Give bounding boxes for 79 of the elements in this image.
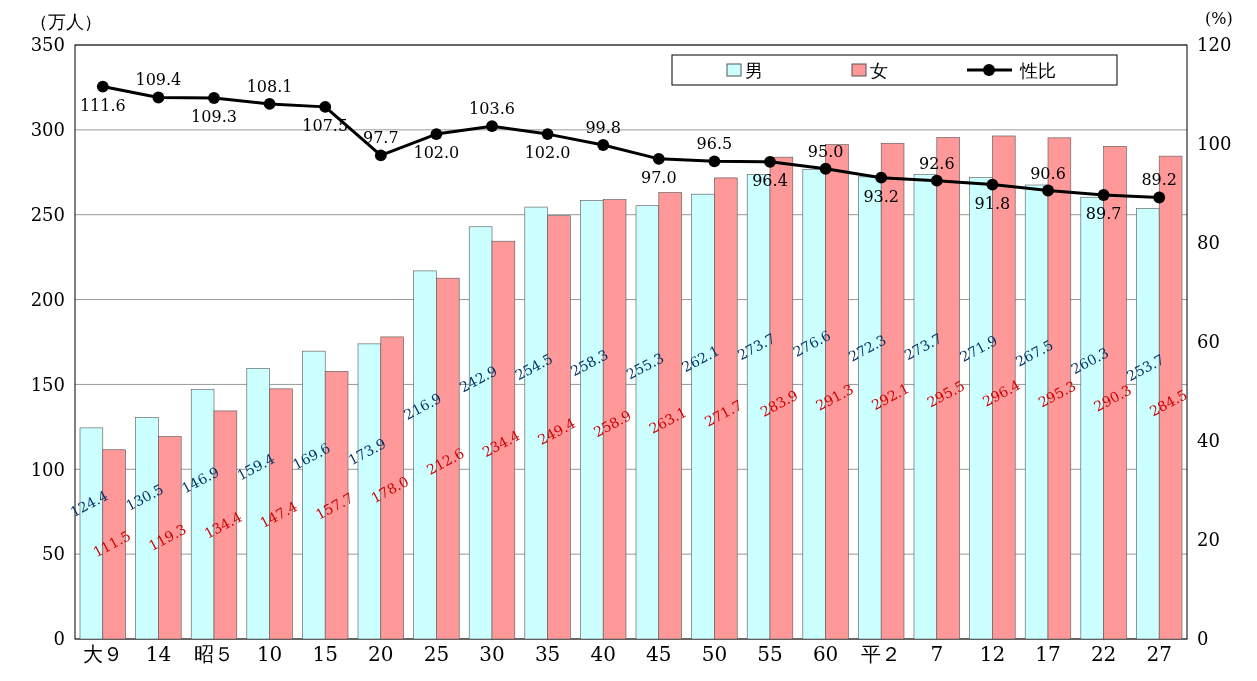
data-label: 91.8	[974, 193, 1011, 213]
x-tick-label: 20	[368, 642, 394, 667]
legend-label: 男	[745, 60, 763, 81]
point	[486, 120, 498, 133]
point	[875, 171, 888, 184]
data-label: 102.0	[413, 143, 460, 163]
x-tick-label: 22	[1090, 642, 1117, 667]
point	[1042, 184, 1054, 197]
point	[819, 162, 832, 175]
legend-label: 女	[870, 60, 888, 81]
y-tick-label: 100	[30, 458, 65, 480]
y2-tick-label: 0	[1197, 628, 1209, 650]
x-tick-label: 30	[479, 642, 505, 667]
data-label: 111.6	[79, 95, 126, 115]
y2-tick-label: 60	[1197, 331, 1220, 353]
y-tick-label: 300	[30, 119, 65, 141]
x-tick-label: 50	[701, 642, 728, 667]
y2-tick-label: 100	[1197, 133, 1232, 155]
point	[374, 149, 387, 162]
x-tick-label: 大９	[82, 642, 123, 667]
x-tick-label: 27	[1146, 642, 1172, 667]
data-label: 103.6	[469, 99, 515, 119]
point	[208, 92, 220, 104]
y-tick-label: 150	[30, 373, 65, 395]
point	[764, 155, 776, 168]
x-tick-label: 昭５	[194, 642, 234, 667]
data-label: 89.2	[1141, 170, 1178, 190]
y-tick-label: 0	[53, 628, 65, 650]
x-tick-label: 25	[423, 642, 450, 667]
point	[541, 128, 554, 141]
data-label: 96.4	[752, 170, 788, 190]
x-tick-label: 60	[812, 642, 839, 667]
x-tick-label: 17	[1035, 642, 1061, 667]
point	[1097, 189, 1110, 201]
data-label: 109.4	[135, 70, 182, 90]
y-tick-label: 50	[42, 543, 65, 565]
y2-tick-label: 40	[1197, 430, 1220, 452]
data-label: 97.7	[362, 128, 399, 148]
point	[986, 178, 999, 191]
data-label: 90.6	[1030, 163, 1066, 183]
point	[708, 155, 721, 168]
legend-label: 性比	[1019, 60, 1056, 81]
y-axis-title: （万人）	[30, 11, 102, 32]
x-tick-label: 55	[757, 642, 783, 667]
data-label: 108.1	[246, 76, 293, 96]
data-label: 109.3	[191, 106, 237, 126]
data-label: 102.0	[524, 143, 571, 163]
y-tick-label: 350	[30, 34, 65, 56]
data-label: 99.8	[585, 117, 622, 137]
point	[319, 100, 332, 113]
point	[96, 80, 109, 93]
y2-tick-label: 120	[1197, 34, 1232, 56]
point	[652, 152, 665, 165]
x-tick-label: 45	[646, 642, 672, 667]
y-tick-label: 250	[30, 203, 65, 225]
point	[1153, 191, 1166, 204]
x-tick-label: 12	[979, 642, 1006, 667]
data-label: 95.0	[807, 141, 844, 161]
x-tick-label: 10	[256, 642, 283, 667]
y2-tick-label: 20	[1197, 529, 1220, 551]
point	[430, 128, 443, 141]
x-tick-label: 15	[312, 642, 338, 667]
point	[152, 91, 165, 104]
x-tick-label: 40	[590, 642, 616, 667]
point	[597, 139, 610, 151]
data-label: 93.2	[863, 186, 900, 206]
x-tick-label: 14	[145, 642, 172, 667]
data-label: 97.0	[640, 167, 677, 187]
x-tick-label: 平２	[861, 642, 902, 667]
data-label: 89.7	[1085, 203, 1122, 223]
x-tick-label: 7	[930, 642, 944, 667]
y-tick-label: 200	[30, 288, 65, 310]
point	[930, 174, 943, 187]
data-label: 96.5	[696, 134, 733, 154]
data-label: 92.6	[918, 153, 955, 173]
y2-axis-title: (%)	[1205, 9, 1233, 28]
x-tick-label: 35	[534, 642, 561, 667]
y2-tick-label: 80	[1197, 232, 1220, 254]
point	[263, 98, 276, 110]
